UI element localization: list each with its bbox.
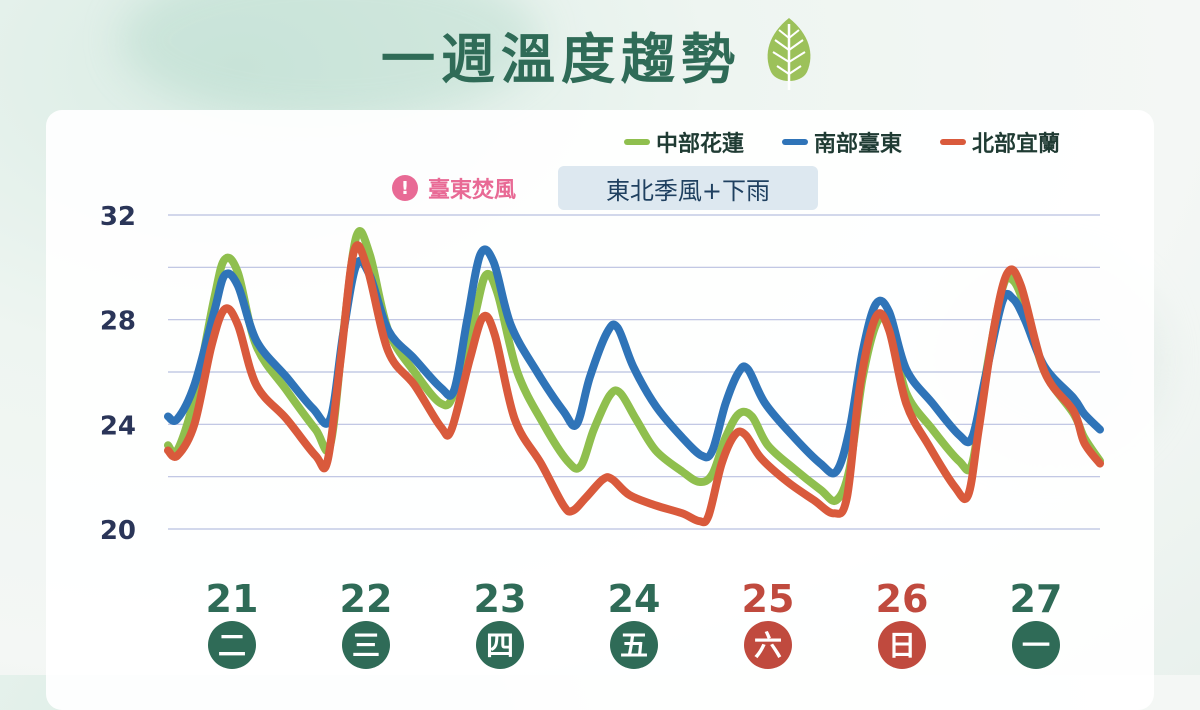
weekday-badge	[208, 621, 256, 669]
legend-swatch	[939, 139, 966, 145]
legend-item: 南部臺東	[781, 126, 902, 158]
y-tick-label: 32	[100, 202, 136, 232]
legend-item: 中部花蓮	[623, 126, 744, 158]
y-tick-label: 24	[100, 411, 136, 441]
x-tick-date: 24	[608, 577, 661, 621]
warning-label: 臺東焚風	[428, 178, 517, 203]
leaf-icon	[767, 18, 811, 90]
x-tick-weekday: 一	[1022, 629, 1050, 662]
warning-note: ! 臺東焚風	[392, 172, 516, 204]
series-line	[164, 245, 1104, 478]
legend-label: 中部花蓮	[655, 132, 744, 157]
x-tick-date: 22	[340, 577, 393, 621]
legend-item: 北部宜蘭	[939, 126, 1060, 158]
x-tick-date: 26	[876, 577, 929, 621]
legend-swatch	[623, 139, 650, 145]
weekday-badge	[610, 621, 658, 669]
weekday-badge	[1012, 621, 1060, 669]
x-tick-weekday: 二	[218, 629, 246, 662]
title-bar: 一週溫度趨勢	[0, 6, 1200, 102]
legend-label: 北部宜蘭	[971, 132, 1060, 157]
x-tick-date: 25	[742, 577, 795, 621]
y-axis: 20 24 28 32	[100, 202, 136, 546]
legend-swatch	[781, 139, 808, 145]
y-tick-label: 20	[100, 516, 136, 546]
x-tick-date: 23	[474, 577, 527, 621]
legend-label: 南部臺東	[813, 132, 902, 157]
weekday-badge	[878, 621, 926, 669]
x-tick-weekday: 五	[620, 629, 648, 662]
x-tick-weekday: 三	[352, 629, 380, 662]
series-line	[164, 241, 1104, 527]
weather-chip: 東北季風+下雨	[558, 166, 818, 210]
x-tick-date: 27	[1010, 577, 1063, 621]
page-title: 一週溫度趨勢	[381, 27, 741, 91]
x-tick-date: 21	[206, 577, 259, 621]
x-tick-weekday: 四	[486, 629, 514, 662]
series-lines	[164, 227, 1104, 527]
weekday-badge	[342, 621, 390, 669]
x-tick-weekday: 六	[754, 629, 782, 662]
x-axis: 21 二 22 三 23 四 24 五 25 六 26 日 27 一	[206, 577, 1063, 669]
exclamation-icon: !	[392, 175, 418, 201]
legend: 中部花蓮 南部臺東 北部宜蘭	[623, 126, 1060, 158]
y-tick-label: 28	[100, 307, 136, 337]
weekday-badge	[744, 621, 792, 669]
weekday-badge	[476, 621, 524, 669]
temperature-chart: 20 24 28 32 21 二 22 三 23 四 24 五 25 六 26 日 27 一	[100, 202, 1104, 669]
x-tick-weekday: 日	[888, 629, 916, 662]
